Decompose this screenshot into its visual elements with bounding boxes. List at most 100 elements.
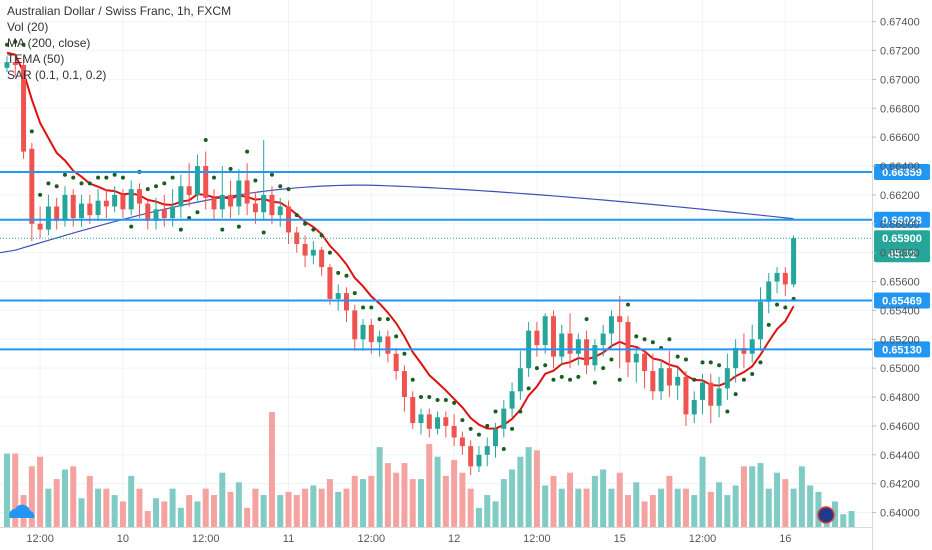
volume-bar: [144, 511, 151, 527]
candle-body: [120, 194, 126, 210]
price-axis-label: 0.65000: [880, 363, 920, 375]
volume-bar: [484, 495, 491, 527]
sar-dot: [236, 224, 241, 229]
volume-bar: [409, 479, 416, 527]
candle-body: [153, 209, 159, 221]
sar-dot: [195, 210, 200, 215]
candle-body: [741, 347, 747, 354]
sar-dot: [468, 426, 473, 431]
sar-dot: [361, 305, 366, 310]
sar-dot: [534, 366, 539, 371]
candle-body: [269, 194, 275, 216]
sar-dot: [327, 250, 332, 255]
volume-bar: [12, 453, 19, 527]
volume-bar: [749, 466, 756, 527]
candle-body: [45, 206, 51, 230]
candle-body: [534, 330, 540, 346]
candle-body: [277, 206, 283, 216]
volume-bar: [103, 488, 110, 527]
sar-dot: [634, 334, 639, 339]
cloud-logo-icon[interactable]: [9, 504, 35, 518]
volume-bar: [161, 501, 168, 527]
candle-body: [103, 200, 109, 207]
volume-bar: [658, 488, 665, 527]
volume-bar: [509, 469, 516, 527]
candle-body: [294, 232, 300, 245]
sar-dot: [21, 42, 26, 47]
volume-bar: [608, 488, 615, 527]
volume-bar: [376, 447, 383, 527]
sar-indicator-label[interactable]: SAR (0.1, 0.1, 0.2): [7, 68, 107, 82]
candle-body: [600, 333, 606, 346]
sar-dot: [501, 447, 506, 452]
sar-dot: [311, 227, 316, 232]
volume-bar: [782, 479, 789, 527]
sar-dot: [642, 337, 647, 342]
time-axis-label: 12:00: [26, 533, 54, 545]
sar-dot: [104, 175, 109, 180]
volume-bar: [757, 463, 764, 527]
sar-dot: [377, 317, 382, 322]
candle-body: [136, 189, 142, 204]
candle-body: [700, 382, 706, 400]
candle-body: [79, 203, 85, 219]
sar-dot: [352, 291, 357, 296]
volume-bar: [418, 479, 424, 527]
sar-dot: [683, 357, 688, 362]
volume-bar: [434, 456, 441, 527]
sar-dot: [410, 377, 415, 382]
volume-bar: [633, 482, 640, 527]
sar-dot: [543, 363, 548, 368]
sar-dot: [452, 400, 457, 405]
symbol-title[interactable]: Australian Dollar / Swiss Franc, 1h, FXC…: [7, 4, 232, 18]
sar-dot: [485, 423, 490, 428]
candle-body: [352, 310, 358, 340]
volume-bar: [740, 466, 747, 527]
volume-indicator-label[interactable]: Vol (20): [7, 20, 49, 34]
candle-body: [319, 249, 325, 268]
volume-bar: [765, 488, 772, 527]
candle-body: [203, 166, 209, 198]
candle-body: [675, 376, 681, 386]
volume-bar: [368, 475, 375, 527]
volume-bar: [61, 469, 68, 527]
sar-dot: [269, 172, 274, 177]
volume-bar: [625, 495, 631, 527]
volume-bar: [724, 495, 731, 527]
price-label-text: 0.66359: [882, 167, 922, 179]
sar-dot: [717, 363, 722, 368]
volume-bar: [78, 498, 85, 527]
volume-bar: [211, 495, 217, 527]
candle-body: [302, 244, 308, 256]
price-label-text: 0.66028: [882, 215, 922, 227]
candle-body: [493, 428, 499, 447]
candle-body: [683, 376, 689, 415]
volume-bar: [153, 498, 160, 527]
candle-body: [584, 339, 590, 366]
sar-dot: [518, 409, 523, 414]
candle-body: [236, 180, 242, 207]
candle-body: [410, 397, 416, 424]
sar-dot: [750, 371, 755, 376]
candle-body: [791, 238, 797, 285]
currency-flag-icon[interactable]: [817, 506, 835, 524]
candle-body: [774, 272, 780, 282]
volume-bar: [293, 495, 300, 527]
sar-dot: [559, 374, 564, 379]
volume-bar: [335, 491, 342, 527]
candle-body: [194, 166, 200, 195]
volume-bar: [268, 412, 275, 527]
volume-bar: [86, 475, 93, 527]
volume-bar: [235, 482, 242, 527]
candle-body: [749, 339, 755, 354]
sar-dot: [667, 337, 672, 342]
sar-dot: [493, 409, 498, 414]
price-label-text: 0.65130: [882, 344, 922, 356]
volume-bar: [426, 443, 433, 527]
ma-indicator-label[interactable]: MA (200, close): [7, 36, 91, 50]
sar-dot: [344, 273, 349, 278]
tema-indicator-label[interactable]: TEMA (50): [7, 52, 65, 66]
sar-dot: [626, 302, 630, 307]
candle-body: [724, 368, 730, 389]
